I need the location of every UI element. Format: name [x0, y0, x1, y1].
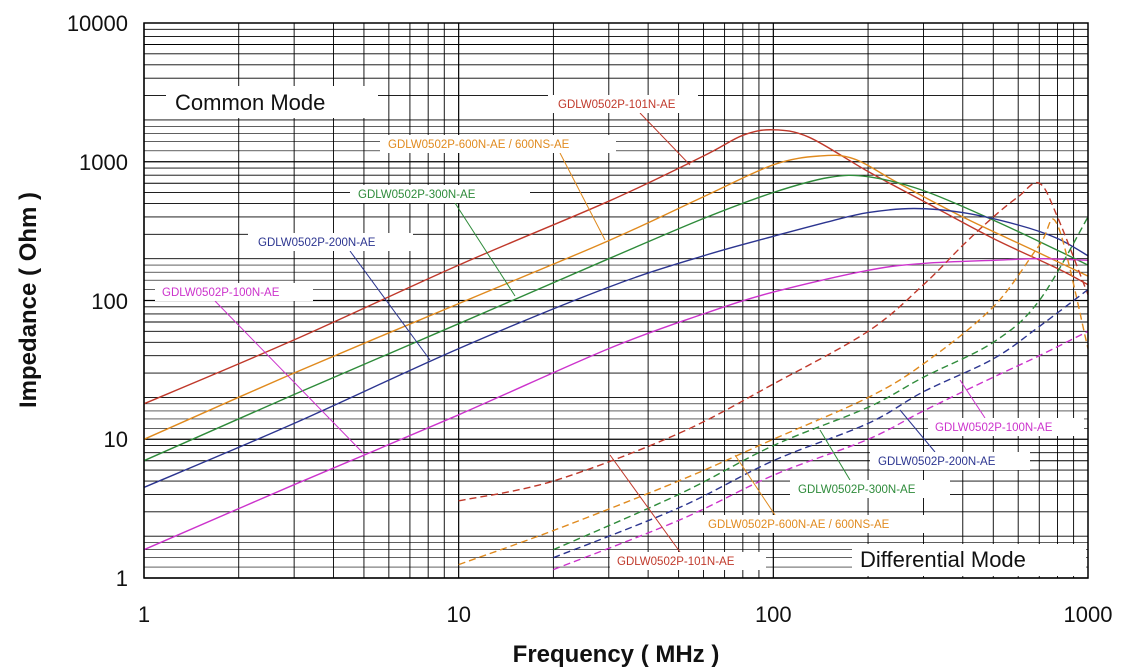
- cm-label-100n: GDLW0502P-100N-AE: [162, 287, 280, 299]
- common-mode-curve-600n: [143, 154, 1089, 440]
- dm-label-600n: GDLW0502P-600N-AE / 600NS-AE: [708, 519, 890, 531]
- curve-labels: GDLW0502P-101N-AE GDLW0502P-600N-AE / 60…: [155, 95, 1084, 570]
- x-tick-label: 10: [446, 602, 470, 627]
- y-tick-label: 10: [104, 427, 128, 452]
- differential-mode-label: Differential Mode: [860, 547, 1026, 572]
- common-mode-curve-101n: [143, 129, 1089, 405]
- x-tick-label: 100: [755, 602, 792, 627]
- label-leader-line: [349, 250, 431, 361]
- common-mode-curve-300n: [143, 174, 1089, 462]
- y-tick-label: 10000: [67, 11, 128, 36]
- label-leader-line: [559, 152, 606, 241]
- differential-mode-curve-300n: [553, 216, 1089, 551]
- y-tick-label: 1: [116, 566, 128, 591]
- dm-label-300n: GDLW0502P-300N-AE: [798, 484, 916, 496]
- common-mode-label: Common Mode: [175, 90, 325, 115]
- y-tick-label: 1000: [79, 150, 128, 175]
- y-tick-label: 100: [91, 289, 128, 314]
- common-mode-curve-100n: [143, 257, 1089, 551]
- label-leader-line: [454, 202, 516, 297]
- common-mode-curve-200n: [143, 207, 1089, 489]
- label-leader-line: [899, 409, 936, 453]
- dm-label-101n: GDLW0502P-101N-AE: [617, 556, 735, 568]
- cm-label-200n: GDLW0502P-200N-AE: [258, 237, 376, 249]
- label-leader-line: [959, 379, 986, 419]
- cm-label-101n: GDLW0502P-101N-AE: [558, 99, 676, 111]
- label-leader-line: [214, 300, 366, 456]
- differential-mode-curve-600n: [458, 218, 1089, 566]
- differential-mode-curve-100n: [553, 330, 1089, 571]
- y-axis-title: Impedance ( Ohm ): [15, 192, 42, 408]
- differential-mode-curve-200n: [553, 288, 1089, 559]
- label-leaders: [214, 112, 986, 553]
- differential-mode-curve-101n: [458, 181, 1089, 502]
- label-leader-line: [734, 454, 776, 516]
- plot-frame: [143, 22, 1089, 579]
- cm-label-300n: GDLW0502P-300N-AE: [358, 189, 476, 201]
- cm-label-600n: GDLW0502P-600N-AE / 600NS-AE: [388, 139, 570, 151]
- label-leader-line: [639, 112, 691, 166]
- label-leader-line: [819, 429, 851, 481]
- series-layer: [143, 129, 1089, 571]
- dm-label-200n: GDLW0502P-200N-AE: [878, 456, 996, 468]
- label-leader-line: [609, 454, 681, 553]
- dm-label-100n: GDLW0502P-100N-AE: [935, 422, 1053, 434]
- x-axis-title: Frequency ( MHz ): [513, 641, 720, 668]
- x-tick-label: 1: [138, 602, 150, 627]
- x-tick-label: 1000: [1064, 602, 1113, 627]
